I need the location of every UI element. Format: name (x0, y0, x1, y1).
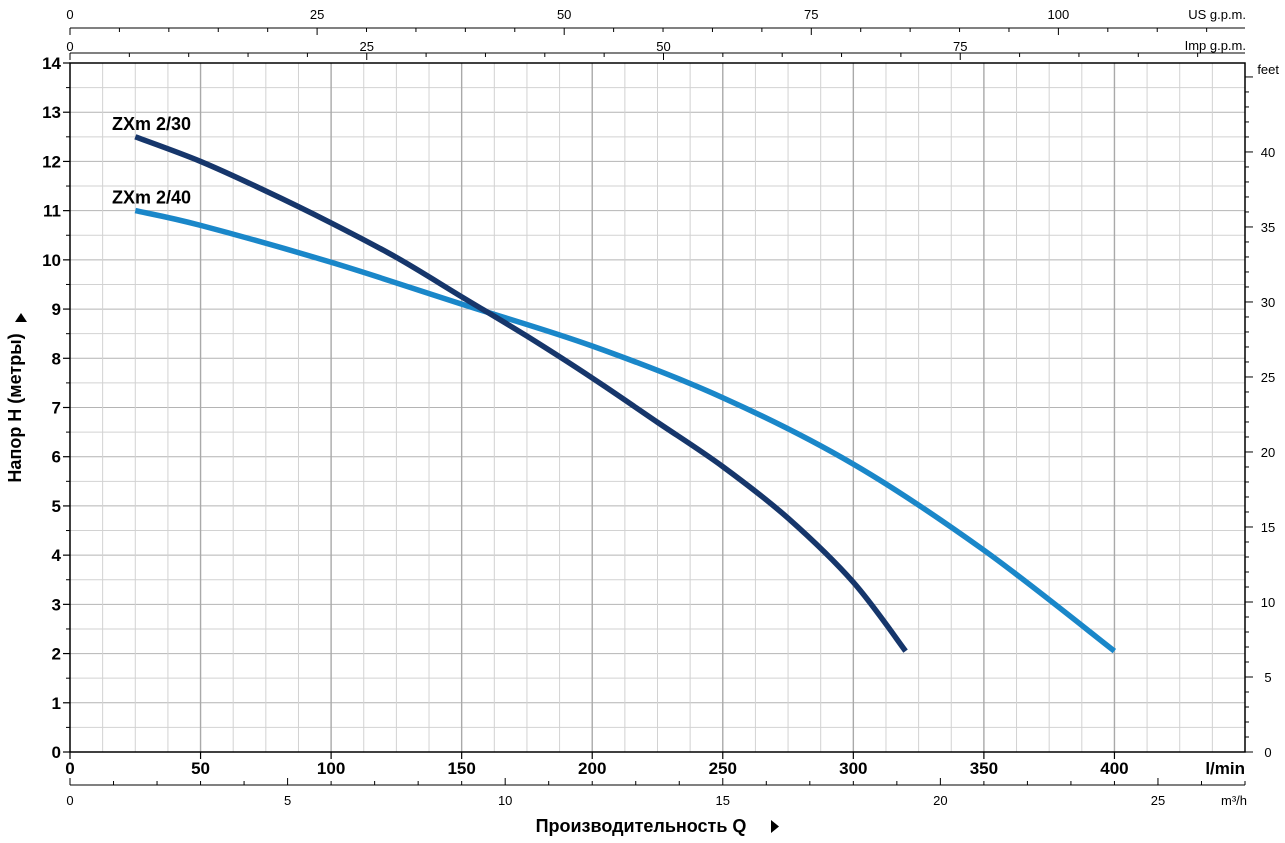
us-gpm-tick-label: 50 (557, 7, 571, 22)
y-tick-label: 3 (52, 595, 61, 614)
series-line-zxm-2-30 (134, 134, 908, 653)
us-gpm-unit-label: US g.p.m. (1188, 7, 1246, 22)
y-tick-label: 11 (43, 202, 61, 221)
y-tick-label: 10 (42, 251, 61, 270)
x-tick-label: 350 (970, 759, 998, 778)
us-gpm-tick-label: 0 (66, 7, 73, 22)
imp-gpm-tick-label: 25 (360, 39, 374, 54)
y-axis-arrow-icon (15, 313, 27, 322)
feet-tick-label: 20 (1261, 445, 1275, 460)
y-tick-label: 1 (52, 694, 61, 713)
series-group (134, 134, 1117, 654)
labels-group: ZXm 2/30 ZXm 2/40 Напор H (метры) Производи… (5, 114, 779, 836)
x-unit-label: l/min (1205, 759, 1245, 778)
x-tick-label: 300 (839, 759, 867, 778)
x-tick-label: 200 (578, 759, 606, 778)
y-tick-label: 0 (52, 743, 61, 762)
m3h-tick-label: 0 (66, 793, 73, 808)
feet-tick-label: 5 (1264, 670, 1271, 685)
grid (70, 63, 1245, 752)
y-tick-label: 12 (42, 152, 61, 171)
feet-tick-label: 35 (1261, 220, 1275, 235)
y-tick-label: 9 (52, 300, 61, 319)
m3h-tick-label: 5 (284, 793, 291, 808)
x-axis-title: Производительность Q (536, 816, 747, 836)
us-gpm-tick-label: 75 (804, 7, 818, 22)
m3h-tick-label: 20 (933, 793, 947, 808)
y-tick-label: 13 (42, 103, 61, 122)
y-tick-label: 8 (52, 349, 61, 368)
m3h-unit-label: m³/h (1221, 793, 1247, 808)
y-tick-label: 7 (52, 399, 61, 418)
series-label: ZXm 2/30 (112, 114, 191, 134)
y-tick-label: 6 (52, 448, 61, 467)
feet-unit-label: feet (1257, 62, 1279, 77)
feet-tick-label: 10 (1261, 595, 1275, 610)
feet-tick-label: 40 (1261, 145, 1275, 160)
m3h-tick-label: 15 (716, 793, 730, 808)
us-gpm-tick-label: 100 (1048, 7, 1070, 22)
feet-tick-label: 0 (1264, 745, 1271, 760)
x-tick-label: 100 (317, 759, 345, 778)
y-tick-label: 5 (52, 497, 61, 516)
feet-tick-label: 30 (1261, 295, 1275, 310)
imp-gpm-tick-label: 0 (66, 39, 73, 54)
series-line-zxm-2-40 (134, 207, 1117, 654)
us-gpm-tick-label: 25 (310, 7, 324, 22)
imp-gpm-unit-label: Imp g.p.m. (1185, 38, 1246, 53)
m3h-tick-label: 25 (1151, 793, 1165, 808)
feet-tick-label: 25 (1261, 370, 1275, 385)
m3h-tick-label: 10 (498, 793, 512, 808)
series-label: ZXm 2/40 (112, 188, 191, 208)
y-tick-label: 4 (52, 546, 62, 565)
x-tick-label: 0 (65, 759, 74, 778)
x-tick-label: 250 (709, 759, 737, 778)
feet-tick-label: 15 (1261, 520, 1275, 535)
y-tick-label: 14 (42, 54, 61, 73)
y-axis-title: Напор H (метры) (5, 333, 25, 482)
imp-gpm-tick-label: 50 (656, 39, 670, 54)
imp-gpm-tick-label: 75 (953, 39, 967, 54)
x-axis-arrow-icon (771, 820, 779, 833)
x-tick-label: 150 (447, 759, 475, 778)
y-tick-label: 2 (52, 645, 61, 664)
x-tick-label: 400 (1100, 759, 1128, 778)
x-tick-label: 50 (191, 759, 210, 778)
